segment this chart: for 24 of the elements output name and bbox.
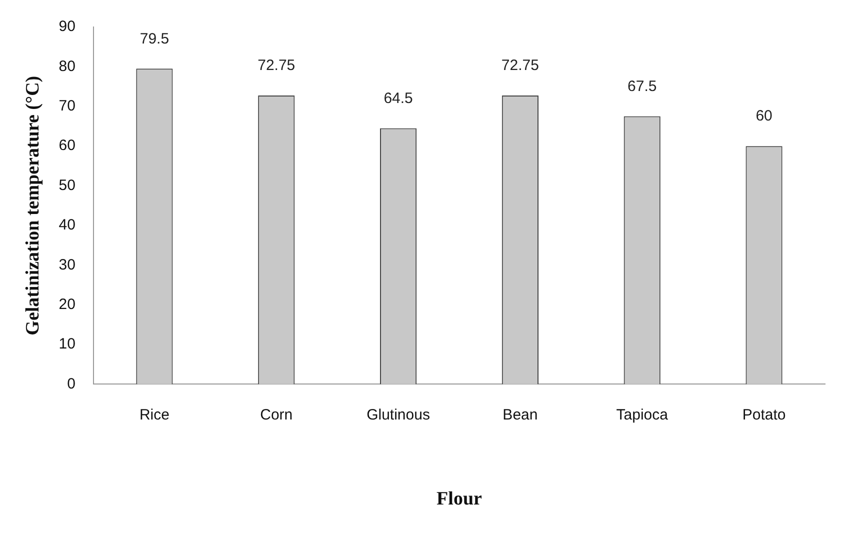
y-tick-label: 40 [58,216,76,234]
x-tick-label: Tapioca [616,406,669,424]
y-tick-label: 50 [58,176,76,194]
y-tick-label: 80 [58,58,76,75]
data-label: 72.75 [258,57,296,74]
y-tick-label: 70 [58,98,76,115]
x-tick-label: Bean [502,406,538,424]
data-label: 67.5 [628,78,657,95]
y-tick-label: 0 [67,375,76,392]
x-axis-title: Flour [436,488,482,510]
y-tick-label: 90 [58,18,76,36]
data-label: 79.5 [140,30,170,48]
y-tick-label: 30 [58,256,76,274]
y-tick-label: 10 [58,336,76,353]
x-tick-label: Rice [139,406,170,424]
data-label: 64.5 [384,90,413,107]
y-axis-title: Gelatinization temperature (°C) [22,76,44,336]
data-label: 72.75 [501,57,539,74]
y-tick-label: 20 [58,296,76,313]
data-label: 60 [756,108,772,125]
x-tick-label: Corn [260,406,293,424]
x-tick-label: Glutinous [366,406,430,424]
y-tick-label: 60 [58,137,76,154]
x-tick-label: Potato [742,406,786,424]
